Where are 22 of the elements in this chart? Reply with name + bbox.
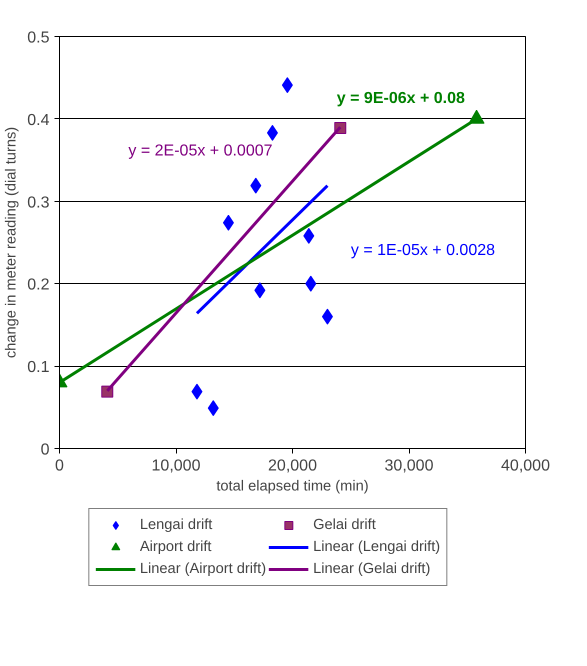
x-tick-label: 10,000 — [152, 458, 201, 474]
legend-label: Gelai drift — [313, 517, 376, 533]
legend-label: Linear (Lengai drift) — [313, 539, 440, 555]
y-tick-label: 0.3 — [27, 194, 50, 212]
legend-label: Linear (Airport drift) — [140, 561, 266, 577]
annotation: y = 2E-05x + 0.0007 — [128, 142, 273, 160]
x-tick-label: 0 — [55, 458, 64, 474]
y-tick-label: 0.1 — [27, 359, 50, 376]
y-tick-label: 0.2 — [27, 276, 50, 294]
y-tick-label: 0 — [40, 442, 50, 458]
annotation: y = 9E-06x + 0.08 — [336, 90, 465, 107]
y-tick-label: 0.5 — [27, 30, 50, 46]
legend-label: Airport drift — [140, 539, 212, 555]
legend-label: Lengai drift — [140, 517, 212, 533]
y-axis-title: change in meter reading (dial turns) — [3, 126, 20, 358]
annotation: y = 1E-05x + 0.0028 — [350, 242, 496, 260]
x-tick-label: 30,000 — [384, 458, 434, 474]
x-tick-label: 20,000 — [268, 458, 318, 474]
x-axis-title: total elapsed time (min) — [216, 478, 369, 494]
legend-label: Linear (Gelai drift) — [313, 561, 430, 577]
y-tick-label: 0.4 — [27, 112, 50, 129]
x-tick-label: 40,000 — [501, 458, 550, 474]
